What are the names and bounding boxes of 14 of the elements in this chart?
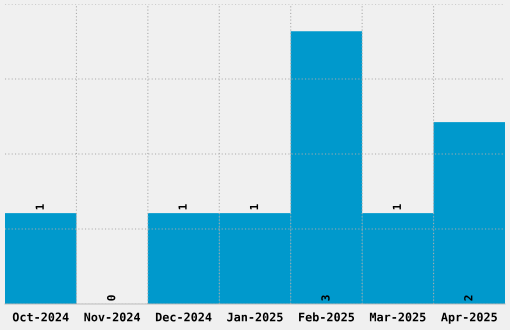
x-tick-label: Jan-2025 [227,312,283,322]
data-label: 0 [106,295,116,301]
data-label: 1 [250,204,258,210]
data-label: 1 [178,204,187,210]
x-tick-label: Apr-2025 [441,312,497,324]
data-label: 3 [321,295,330,301]
x-tick-label: Dec-2024 [156,312,212,322]
x-tick-label: Feb-2025 [299,312,354,322]
x-tick-label: Nov-2024 [84,312,140,322]
data-label: 1 [36,204,44,210]
x-tick-label: Oct-2024 [12,312,69,322]
data-label: 1 [392,204,401,210]
x-tick-label: Mar-2025 [370,312,426,322]
data-label: 2 [464,296,472,301]
